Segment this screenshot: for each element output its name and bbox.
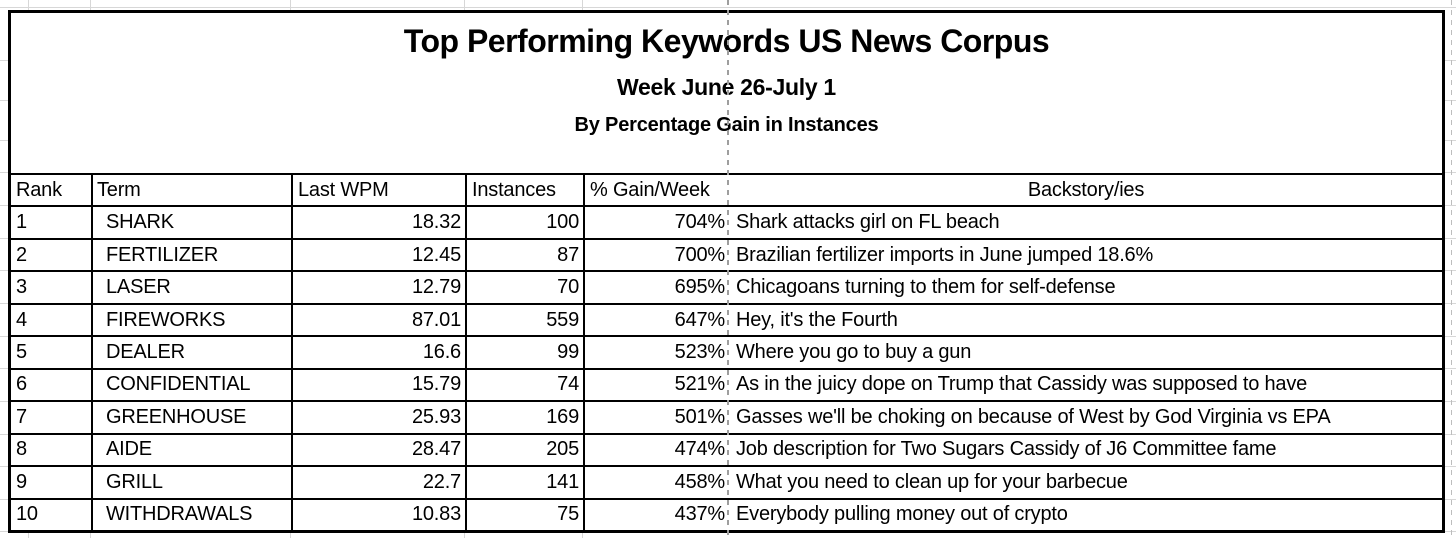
title-block[interactable]: Top Performing Keywords US News Corpus W… (11, 13, 1442, 173)
cell-gain[interactable]: 647% (674, 308, 726, 331)
cell-last-wpm[interactable]: 10.83 (293, 499, 467, 530)
cell-gain[interactable]: 501% (674, 405, 726, 428)
table-row: 2 FERTILIZER 12.45 87 700% Brazilian fer… (11, 237, 1442, 271)
cell-backstory[interactable]: Chicagoans turning to them for self-defe… (736, 276, 1116, 299)
table-row: 5 DEALER 16.6 99 523% Where you go to bu… (11, 335, 1442, 368)
cell-gain[interactable]: 458% (674, 470, 726, 493)
cell-rank[interactable]: 3 (11, 272, 93, 303)
cell-rank[interactable]: 10 (11, 499, 93, 530)
column-header-backstory[interactable]: Backstory/ies (1027, 178, 1145, 201)
cell-instances[interactable]: 559 (467, 304, 585, 336)
cell-rank[interactable]: 5 (11, 337, 93, 368)
cell-backstory[interactable]: Shark attacks girl on FL beach (736, 211, 1000, 234)
cell-rank[interactable]: 9 (11, 467, 93, 498)
column-header-term[interactable]: Term (93, 175, 293, 206)
cell-instances[interactable]: 99 (467, 337, 585, 368)
cell-gain[interactable]: 521% (674, 373, 726, 396)
cell-backstory[interactable]: What you need to clean up for your barbe… (736, 470, 1128, 493)
cell-backstory[interactable]: As in the juicy dope on Trump that Cassi… (736, 373, 1308, 396)
cell-last-wpm[interactable]: 87.01 (293, 304, 467, 336)
cell-instances[interactable]: 169 (467, 402, 585, 433)
cell-gain[interactable]: 700% (674, 243, 726, 266)
cell-term[interactable]: FIREWORKS (93, 304, 293, 336)
cell-last-wpm[interactable]: 12.79 (293, 272, 467, 303)
cell-rank[interactable]: 7 (11, 402, 93, 433)
cell-rank[interactable]: 6 (11, 369, 93, 401)
cell-term[interactable]: SHARK (93, 207, 293, 238)
cell-instances[interactable]: 141 (467, 467, 585, 498)
cell-instances[interactable]: 205 (467, 434, 585, 466)
table-row: 1 SHARK 18.32 100 704% Shark attacks gir… (11, 205, 1442, 238)
page-break-dashed-line (727, 0, 729, 538)
cell-last-wpm[interactable]: 25.93 (293, 402, 467, 433)
column-header-last-wpm[interactable]: Last WPM (293, 175, 467, 206)
column-header-instances[interactable]: Instances (467, 175, 585, 206)
table-header-row: Rank Term Last WPM Instances % Gain/Week… (11, 173, 1442, 206)
page-subtitle-2: By Percentage Gain in Instances (574, 114, 879, 136)
cell-instances[interactable]: 74 (467, 369, 585, 401)
table-row: 3 LASER 12.79 70 695% Chicagoans turning… (11, 270, 1442, 303)
table-row: 9 GRILL 22.7 141 458% What you need to c… (11, 465, 1442, 498)
keyword-table: Top Performing Keywords US News Corpus W… (8, 10, 1445, 533)
cell-backstory[interactable]: Brazilian fertilizer imports in June jum… (736, 243, 1154, 266)
cell-backstory[interactable]: Where you go to buy a gun (736, 340, 972, 363)
cell-last-wpm[interactable]: 22.7 (293, 467, 467, 498)
page-title: Top Performing Keywords US News Corpus (403, 23, 1050, 59)
cell-gain[interactable]: 695% (674, 276, 726, 299)
table-row: 7 GREENHOUSE 25.93 169 501% Gasses we'll… (11, 400, 1442, 433)
cell-last-wpm[interactable]: 12.45 (293, 239, 467, 271)
cell-backstory[interactable]: Job description for Two Sugars Cassidy o… (736, 438, 1277, 461)
page-subtitle: Week June 26-July 1 (617, 74, 836, 100)
cell-term[interactable]: AIDE (93, 434, 293, 466)
table-row: 8 AIDE 28.47 205 474% Job description fo… (11, 432, 1442, 466)
cell-gain[interactable]: 523% (674, 340, 726, 363)
cell-instances[interactable]: 75 (467, 499, 585, 530)
cell-term[interactable]: CONFIDENTIAL (93, 369, 293, 401)
cell-term[interactable]: FERTILIZER (93, 239, 293, 271)
cell-rank[interactable]: 4 (11, 304, 93, 336)
cell-rank[interactable]: 1 (11, 207, 93, 238)
right-edge-gridline (1451, 0, 1452, 538)
cell-term[interactable]: WITHDRAWALS (93, 499, 293, 530)
table-row: 4 FIREWORKS 87.01 559 647% Hey, it's the… (11, 302, 1442, 336)
cell-last-wpm[interactable]: 28.47 (293, 434, 467, 466)
cell-rank[interactable]: 2 (11, 239, 93, 271)
cell-backstory[interactable]: Hey, it's the Fourth (736, 308, 898, 331)
cell-rank[interactable]: 8 (11, 434, 93, 466)
cell-term[interactable]: GREENHOUSE (93, 402, 293, 433)
cell-backstory[interactable]: Everybody pulling money out of crypto (736, 503, 1068, 526)
cell-backstory[interactable]: Gasses we'll be choking on because of We… (736, 405, 1331, 428)
cell-instances[interactable]: 70 (467, 272, 585, 303)
table-body: Rank Term Last WPM Instances % Gain/Week… (11, 173, 1442, 530)
cell-last-wpm[interactable]: 15.79 (293, 369, 467, 401)
cell-gain[interactable]: 704% (674, 211, 726, 234)
cell-term[interactable]: DEALER (93, 337, 293, 368)
cell-last-wpm[interactable]: 16.6 (293, 337, 467, 368)
cell-gain[interactable]: 474% (674, 438, 726, 461)
cell-term[interactable]: LASER (93, 272, 293, 303)
column-header-rank[interactable]: Rank (11, 175, 93, 206)
cell-term[interactable]: GRILL (93, 467, 293, 498)
cell-instances[interactable]: 100 (467, 207, 585, 238)
table-row: 6 CONFIDENTIAL 15.79 74 521% As in the j… (11, 367, 1442, 401)
column-header-gain[interactable]: % Gain/Week (590, 178, 710, 201)
cell-last-wpm[interactable]: 18.32 (293, 207, 467, 238)
cell-instances[interactable]: 87 (467, 239, 585, 271)
cell-gain[interactable]: 437% (674, 503, 726, 526)
table-row: 10 WITHDRAWALS 10.83 75 437% Everybody p… (11, 497, 1442, 530)
